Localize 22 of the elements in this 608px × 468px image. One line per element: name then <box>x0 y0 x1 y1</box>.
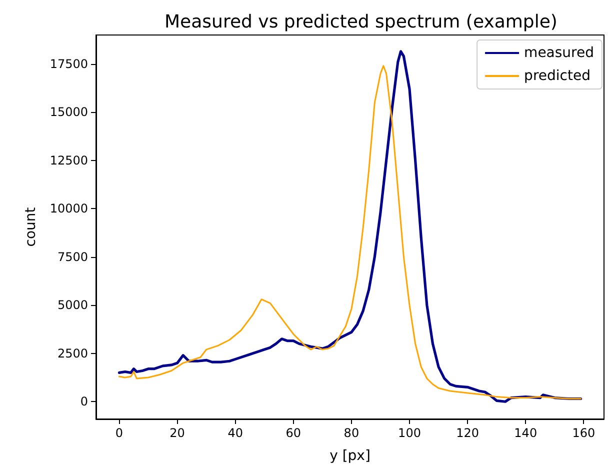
y-tick-label: 5000 <box>57 298 88 312</box>
x-tick-label: 140 <box>514 426 538 440</box>
legend-label: measured <box>524 45 594 61</box>
x-tick-label: 120 <box>456 426 480 440</box>
y-tick-label: 0 <box>80 394 88 409</box>
y-tick-label: 12500 <box>50 153 88 168</box>
x-tick-label: 40 <box>228 426 243 440</box>
x-tick-label: 80 <box>344 426 360 440</box>
x-tick-label: 60 <box>286 426 302 440</box>
y-tick-label: 2500 <box>57 346 88 360</box>
y-tick-label: 7500 <box>57 250 88 264</box>
x-tick-label: 20 <box>170 426 185 440</box>
y-axis-title: count <box>23 206 39 247</box>
y-tick-label: 15000 <box>50 105 88 120</box>
x-tick-label: 160 <box>572 426 596 440</box>
y-tick-label: 17500 <box>50 56 88 71</box>
x-tick-label: 100 <box>398 426 421 440</box>
x-tick-label: 0 <box>115 426 124 440</box>
chart-title: Measured vs predicted spectrum (example) <box>164 12 558 32</box>
x-axis-title: y [px] <box>330 448 370 464</box>
y-tick-label: 10000 <box>50 202 88 216</box>
legend-label: predicted <box>524 68 590 84</box>
